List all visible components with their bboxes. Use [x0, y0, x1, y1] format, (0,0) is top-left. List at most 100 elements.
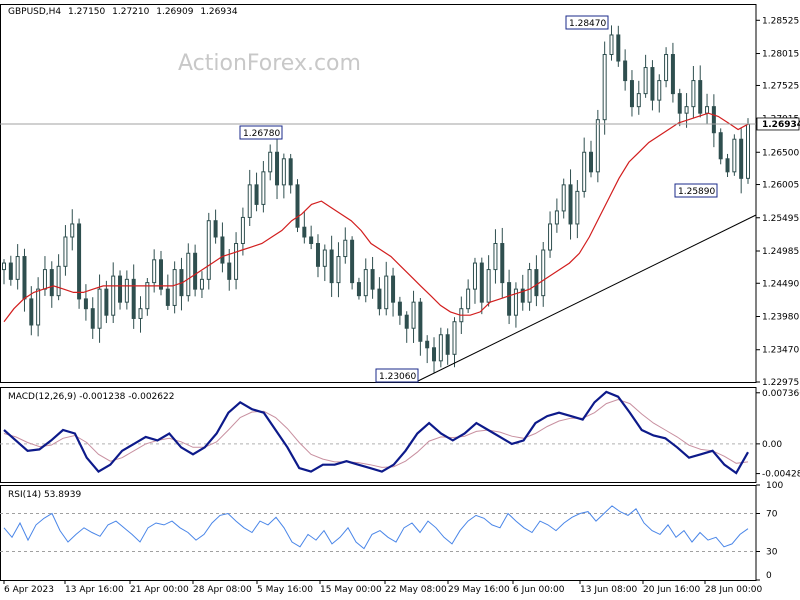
candle-body[interactable] [97, 288, 102, 329]
candle-body[interactable] [377, 288, 382, 310]
candle-body[interactable] [507, 282, 512, 316]
candle-body[interactable] [711, 106, 716, 134]
candle-body[interactable] [42, 269, 47, 290]
candle-body[interactable] [493, 243, 498, 271]
candle-body[interactable] [425, 340, 430, 349]
candle-body[interactable] [718, 132, 723, 160]
candle-body[interactable] [36, 288, 41, 326]
candle-body[interactable] [391, 275, 396, 303]
candle-body[interactable] [602, 54, 607, 121]
candle-body[interactable] [295, 184, 300, 228]
candle-body[interactable] [111, 275, 116, 316]
candle-body[interactable] [268, 151, 273, 173]
candle-body[interactable] [104, 288, 109, 316]
candle-body[interactable] [83, 298, 88, 310]
candle-body[interactable] [138, 308, 143, 319]
candle-body[interactable] [397, 301, 402, 316]
candle-body[interactable] [281, 158, 286, 186]
candle-body[interactable] [343, 239, 348, 258]
macd-panel[interactable] [0, 390, 756, 475]
candle-body[interactable] [657, 80, 662, 101]
candle-body[interactable] [213, 220, 218, 238]
candle-body[interactable] [548, 223, 553, 251]
candle-body[interactable] [124, 278, 129, 303]
candle-body[interactable] [664, 54, 669, 82]
candle-body[interactable] [513, 288, 518, 316]
candle-body[interactable] [404, 314, 409, 329]
candle-body[interactable] [220, 236, 225, 264]
candle-body[interactable] [609, 34, 614, 56]
candle-body[interactable] [486, 269, 491, 303]
candle-body[interactable] [234, 243, 239, 280]
candle-body[interactable] [732, 138, 737, 173]
candle-body[interactable] [165, 288, 170, 306]
candle-body[interactable] [527, 269, 532, 303]
candle-body[interactable] [56, 265, 61, 297]
candle-body[interactable] [288, 158, 293, 186]
candle-body[interactable] [472, 262, 477, 290]
candle-body[interactable] [199, 278, 204, 290]
candle-body[interactable] [684, 106, 689, 114]
candle-body[interactable] [568, 184, 573, 225]
candle-body[interactable] [77, 223, 82, 300]
candle-body[interactable] [384, 275, 389, 310]
candle-body[interactable] [370, 269, 375, 290]
candle-body[interactable] [247, 184, 252, 218]
candle-body[interactable] [445, 334, 450, 355]
candle-body[interactable] [698, 80, 703, 114]
candle-body[interactable] [131, 278, 136, 319]
candle-body[interactable] [309, 236, 314, 245]
candle-body[interactable] [595, 119, 600, 173]
candle-body[interactable] [193, 252, 198, 290]
candle-body[interactable] [336, 256, 341, 284]
candle-body[interactable] [561, 184, 566, 212]
candle-body[interactable] [541, 249, 546, 297]
candle-body[interactable] [15, 256, 20, 280]
candle-body[interactable] [350, 239, 355, 284]
candle-body[interactable] [275, 151, 280, 186]
candle-body[interactable] [438, 334, 443, 362]
candle-body[interactable] [329, 249, 334, 284]
candle-body[interactable] [452, 321, 457, 355]
support-trendline[interactable] [417, 214, 757, 382]
candle-body[interactable] [22, 256, 27, 300]
price-panel[interactable]: 1.28470 1.26780 1.25890 1.23060 [0, 15, 757, 383]
candle-body[interactable] [691, 80, 696, 108]
candle-body[interactable] [261, 171, 266, 205]
candle-body[interactable] [589, 151, 594, 173]
candle-body[interactable] [746, 123, 750, 179]
candle-body[interactable] [240, 216, 245, 245]
candle-body[interactable] [466, 288, 471, 310]
candle-body[interactable] [636, 93, 641, 108]
candle-body[interactable] [49, 269, 54, 297]
candle-body[interactable] [356, 282, 361, 297]
candle-body[interactable] [302, 226, 307, 238]
candle-body[interactable] [479, 262, 484, 303]
candle-body[interactable] [739, 138, 744, 179]
candle-body[interactable] [186, 252, 191, 297]
candle-body[interactable] [643, 67, 648, 95]
candle-body[interactable] [616, 34, 621, 62]
candle-body[interactable] [411, 301, 416, 329]
candle-body[interactable] [206, 220, 211, 280]
candle-body[interactable] [432, 347, 437, 362]
candle-body[interactable] [227, 262, 232, 280]
candle-body[interactable] [2, 262, 6, 271]
candle-body[interactable] [623, 60, 628, 82]
candle-body[interactable] [650, 67, 655, 101]
candle-body[interactable] [254, 184, 259, 205]
candle-body[interactable] [534, 269, 539, 297]
candle-body[interactable] [158, 259, 163, 290]
candle-body[interactable] [725, 158, 730, 173]
candle-body[interactable] [118, 275, 123, 303]
candle-body[interactable] [315, 243, 320, 267]
candle-body[interactable] [670, 54, 675, 95]
candle-body[interactable] [554, 210, 559, 225]
candle-body[interactable] [363, 269, 368, 297]
candle-body[interactable] [629, 80, 634, 108]
candle-body[interactable] [172, 269, 177, 306]
candle-body[interactable] [70, 223, 75, 238]
candle-body[interactable] [705, 106, 710, 114]
candle-body[interactable] [575, 190, 580, 225]
candle-body[interactable] [500, 243, 505, 284]
